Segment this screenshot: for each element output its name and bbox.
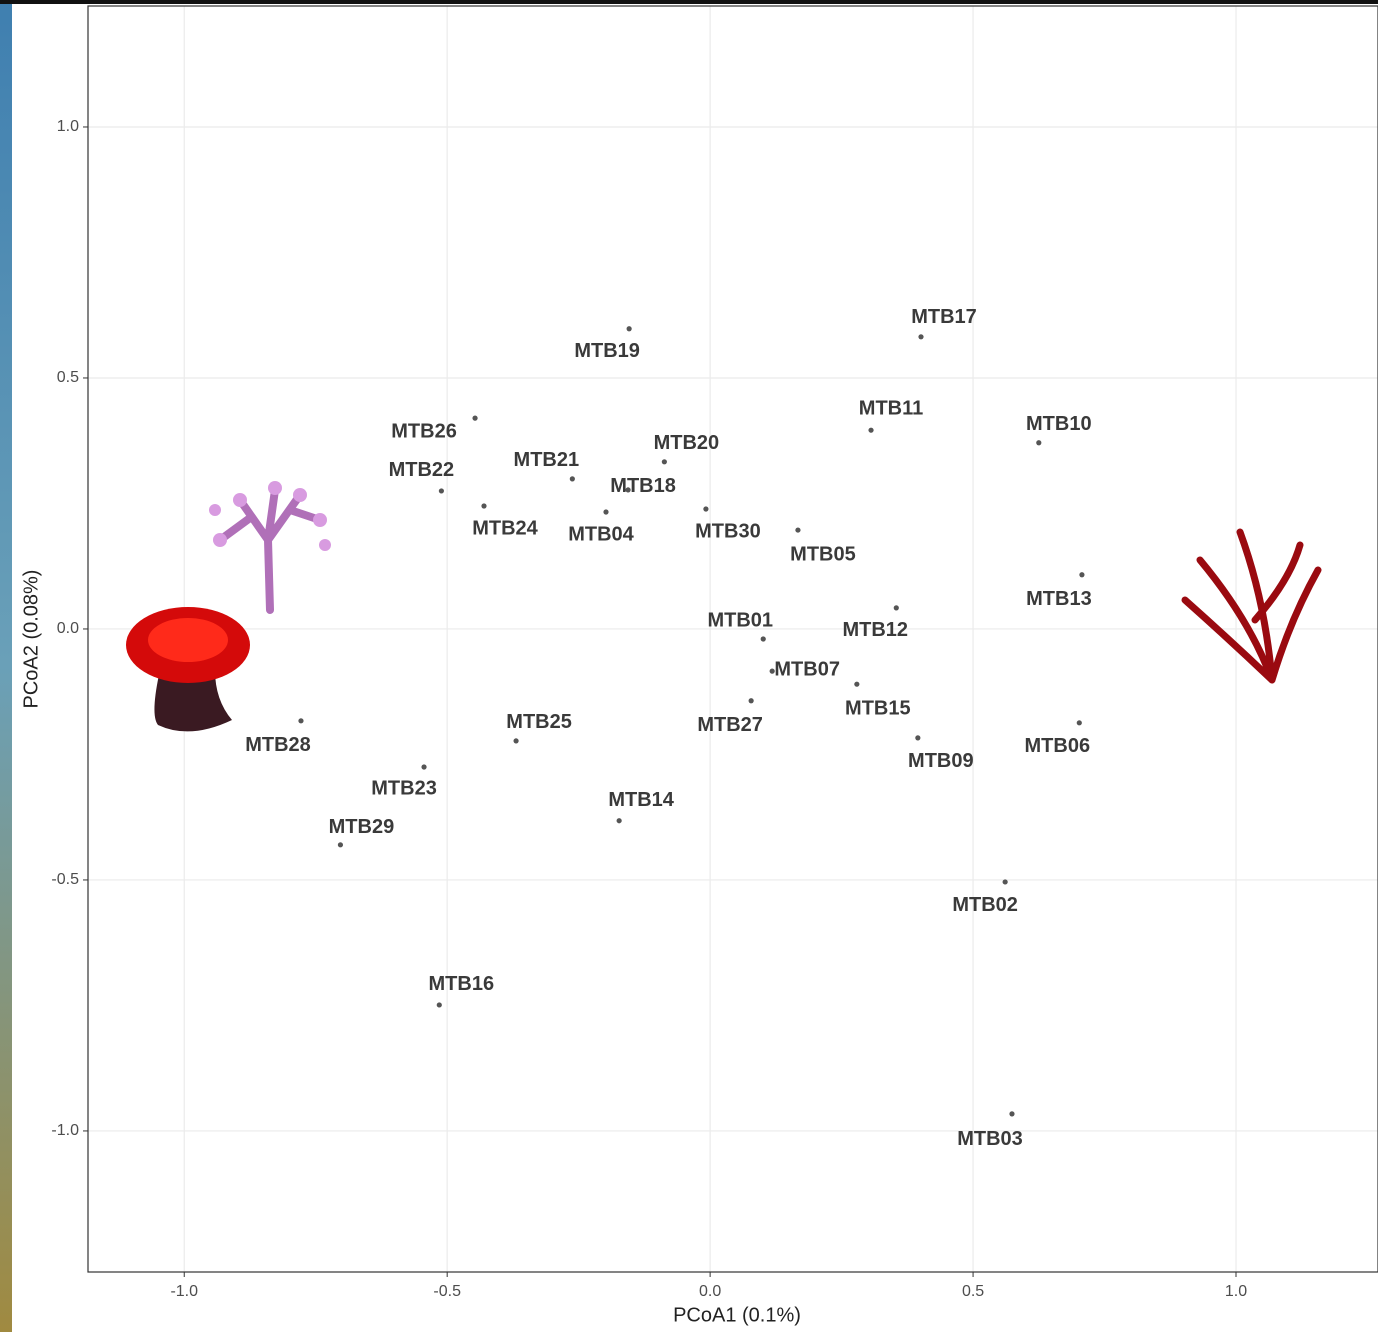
x-tick-label: -0.5 (433, 1283, 461, 1300)
point-label: MTB27 (697, 714, 763, 736)
point (603, 509, 609, 515)
point-label: MTB28 (245, 734, 311, 756)
point-label: MTB23 (371, 777, 437, 799)
point-label: MTB25 (506, 711, 572, 733)
point-label: MTB29 (329, 816, 395, 838)
point (337, 842, 344, 848)
point-label: MTB04 (568, 523, 634, 545)
point (893, 605, 899, 611)
point (481, 503, 487, 509)
point-label: MTB14 (608, 789, 674, 811)
point (436, 1002, 442, 1008)
point (626, 326, 632, 332)
point (616, 818, 622, 824)
point-label: MTB26 (391, 420, 457, 442)
x-tick-label: -1.0 (170, 1283, 198, 1300)
point-label: MTB15 (845, 697, 911, 719)
point-label: MTB17 (911, 306, 977, 328)
point-label: MTB11 (859, 397, 923, 419)
point-label: MTB13 (1026, 588, 1092, 610)
point (421, 764, 427, 770)
point-label: MTB30 (695, 520, 761, 542)
point-label: MTB06 (1025, 735, 1091, 757)
point-label: MTB03 (957, 1128, 1023, 1150)
point-label: MTB10 (1026, 413, 1092, 435)
y-tick-label: 0.0 (57, 620, 79, 637)
point-label: MTB20 (654, 432, 720, 454)
point (915, 735, 921, 741)
point (868, 427, 874, 433)
point (703, 506, 709, 512)
point-label: MTB16 (429, 973, 495, 995)
point (795, 527, 801, 533)
seaweed-icon (1181, 528, 1322, 684)
y-axis-title: PCoA2 (0.08%) (20, 570, 42, 709)
point-label: MTB21 (514, 449, 580, 471)
point (1076, 720, 1082, 726)
point (472, 415, 478, 421)
point (1079, 572, 1085, 578)
plot-frame (87, 5, 1378, 1273)
point (760, 636, 766, 642)
point-label: MTB24 (472, 517, 538, 539)
top-border (0, 0, 1378, 4)
point-label: MTB22 (389, 459, 455, 481)
point-label: MTB19 (574, 340, 640, 362)
point (1036, 440, 1042, 446)
anemone-icon (126, 607, 250, 732)
point (661, 459, 667, 465)
y-tick-label: -1.0 (51, 1122, 79, 1139)
point-label: MTB05 (790, 543, 856, 565)
x-tick-label: 0.5 (962, 1283, 984, 1300)
point (438, 488, 444, 494)
point (1009, 1111, 1015, 1117)
point-label: MTB01 (707, 609, 773, 631)
point-label: MTB18 (610, 475, 676, 497)
point-label: MTB12 (842, 619, 908, 641)
background-strip (0, 0, 12, 1332)
x-axis-title: PCoA1 (0.1%) (673, 1304, 801, 1326)
point (918, 334, 924, 340)
point-label: MTB09 (908, 750, 974, 772)
point-label: MTB02 (952, 894, 1018, 916)
point (748, 698, 754, 704)
y-tick-label: 0.5 (57, 369, 79, 386)
y-tick-label: -0.5 (51, 871, 79, 888)
y-tick-label: 1.0 (57, 118, 79, 135)
point (1002, 879, 1008, 885)
point (298, 718, 304, 724)
point-label: MTB07 (774, 658, 840, 680)
point (854, 681, 860, 687)
point (513, 738, 519, 744)
x-tick-label: 1.0 (1225, 1283, 1247, 1300)
x-tick-label: 0.0 (699, 1283, 721, 1300)
point (625, 487, 631, 493)
point (569, 476, 575, 482)
coral-icon (209, 481, 331, 614)
point (769, 668, 775, 674)
